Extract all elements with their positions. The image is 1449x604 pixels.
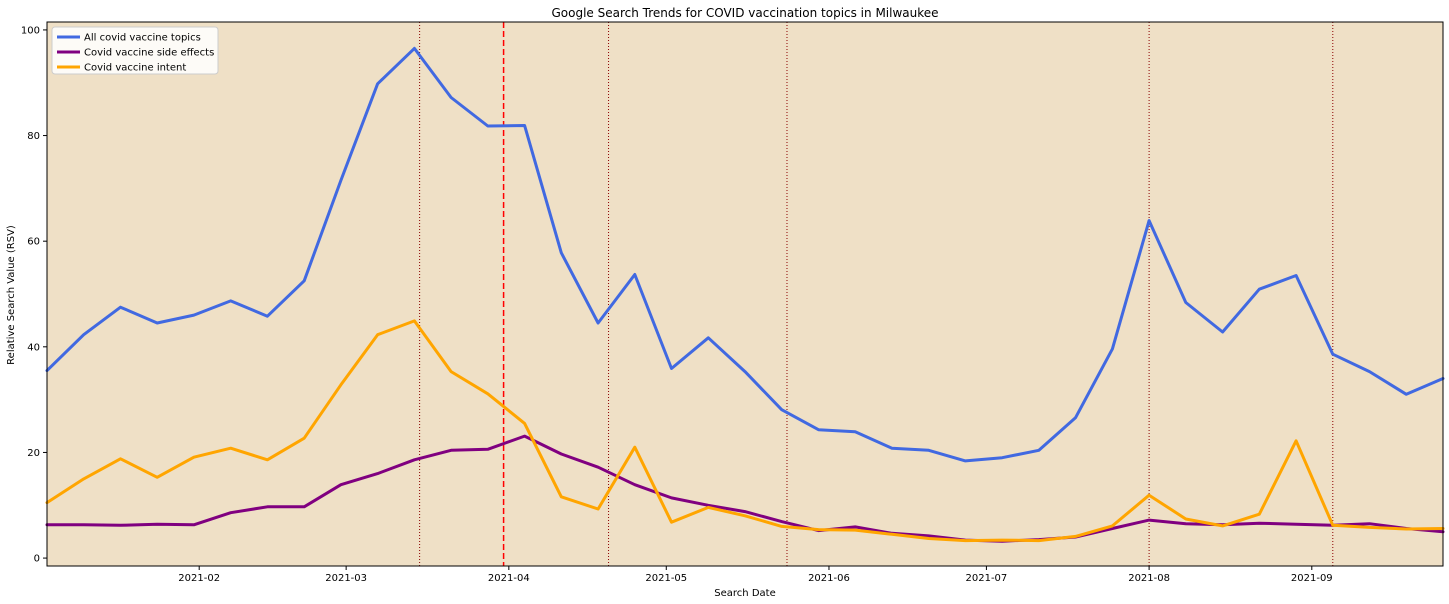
legend-label-1: All covid vaccine topics <box>84 33 201 44</box>
x-tick-label-1: 2021-02 <box>178 573 220 584</box>
y-tick-label-1: 0 <box>34 554 40 565</box>
legend: All covid vaccine topics Covid vaccine si… <box>51 26 219 75</box>
chart-title: Google Search Trends for COVID vaccinati… <box>551 6 938 20</box>
y-tick-label-6: 100 <box>21 25 40 36</box>
plot-area <box>47 22 1443 566</box>
x-tick-label-7: 2021-08 <box>1128 573 1170 584</box>
x-tick-label-5: 2021-06 <box>808 573 850 584</box>
series-line-1 <box>45 46 1445 463</box>
legend-box <box>51 26 219 75</box>
event-lines <box>419 22 1334 566</box>
y-tick-label-5: 80 <box>27 131 40 142</box>
y-tick-label-3: 40 <box>27 342 40 353</box>
y-tick-label-2: 20 <box>27 448 40 459</box>
x-tick-label-8: 2021-09 <box>1291 573 1333 584</box>
legend-label-3: Covid vaccine intent <box>84 63 186 74</box>
y-axis: 0 20 40 60 80 100 <box>21 25 47 565</box>
series-line-3 <box>45 319 1445 543</box>
y-tick-label-4: 60 <box>27 237 40 248</box>
legend-label-2: Covid vaccine side effects <box>84 48 214 59</box>
x-tick-label-2: 2021-03 <box>325 573 367 584</box>
x-tick-label-6: 2021-07 <box>966 573 1008 584</box>
x-tick-label-4: 2021-05 <box>645 573 687 584</box>
plot-frame <box>46 21 1444 567</box>
x-axis: 2021-02 2021-03 2021-04 2021-05 2021-06 2021-… <box>178 566 1333 584</box>
y-axis-label: Relative Search Value (RSV) <box>6 225 17 365</box>
x-tick-label-3: 2021-04 <box>488 573 530 584</box>
series-lines <box>45 46 1445 543</box>
x-axis-label: Search Date <box>714 588 775 599</box>
